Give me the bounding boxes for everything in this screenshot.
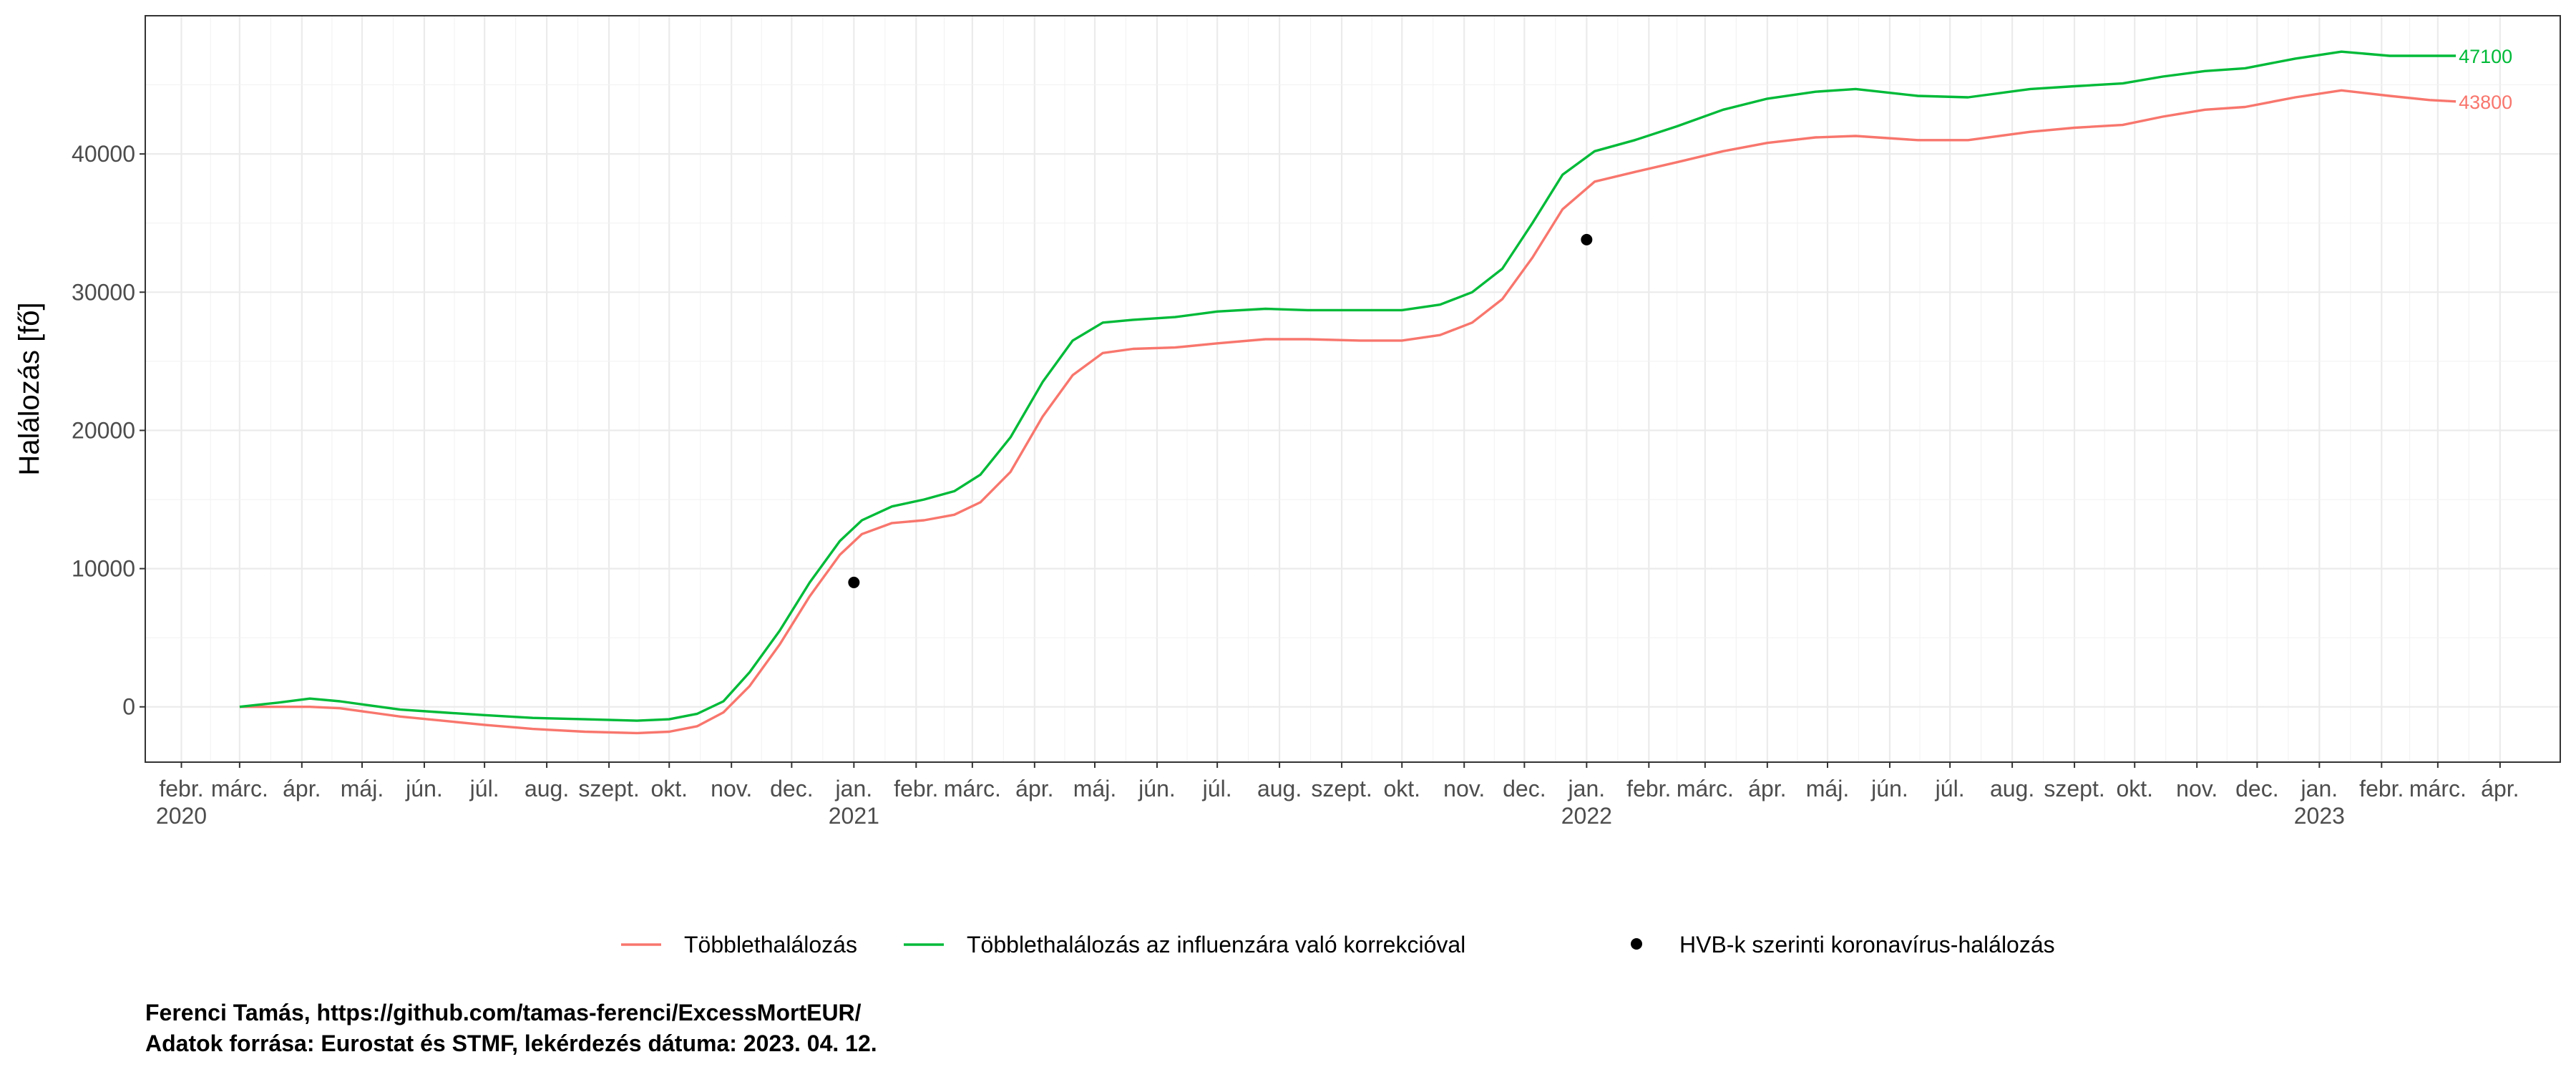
x-tick-label: júl. [1202,776,1232,801]
x-tick-label: dec. [2235,776,2278,801]
series-line-1 [239,89,2457,735]
legend-label-2: Többlethalálozás az influenzára való kor… [967,932,1465,957]
data-point [848,576,860,588]
data-point [1581,233,1593,245]
x-tick-year-label: 2020 [156,803,207,829]
x-tick-label: dec. [770,776,813,801]
x-tick-label: jan. [2301,776,2338,801]
x-tick-label: jún. [1138,776,1176,801]
x-tick-label: okt. [650,776,688,801]
series-end-label-1: 43800 [2459,92,2512,113]
y-tick-label: 10000 [72,556,135,582]
x-tick-label: márc. [211,776,268,801]
series-layer: 43800 47100 [239,46,2512,735]
x-tick-label: aug. [525,776,569,801]
panel-border [145,15,2561,763]
y-tick-label: 30000 [72,279,135,305]
x-tick-label: ápr. [1748,776,1786,801]
y-tick-label: 0 [122,694,135,720]
legend-label-1: Többlethalálozás [684,932,857,957]
x-tick-label: nov. [711,776,752,801]
x-tick-label: ápr. [1015,776,1053,801]
x-tick-label: nov. [2176,776,2218,801]
series-line-2 [239,50,2457,722]
y-tick-label: 20000 [72,417,135,443]
series-end-label-2: 47100 [2459,46,2512,67]
x-tick-label: szept. [578,776,639,801]
y-axis-label: Halálozás [fő] [14,302,45,475]
x-tick-year-label: 2023 [2294,803,2345,829]
x-tick-label: aug. [1990,776,2034,801]
x-tick-label: okt. [1383,776,1420,801]
legend-key-3 [1631,938,1642,950]
x-tick-label: aug. [1257,776,1302,801]
x-tick-label: okt. [2116,776,2153,801]
x-tick-label: ápr. [2481,776,2519,801]
x-tick-label: febr. [2359,776,2404,801]
x-tick-label: márc. [1677,776,1734,801]
x-tick-label: júl. [1935,776,1965,801]
y-axis: 0 10000 20000 30000 40000 [72,141,145,720]
x-tick-label: júl. [469,776,499,801]
x-tick-label: febr. [159,776,203,801]
x-tick-label: jan. [835,776,873,801]
x-tick-label: jan. [1568,776,1606,801]
x-tick-label: febr. [1626,776,1671,801]
x-tick-label: máj. [341,776,384,801]
grid [145,16,2560,762]
x-tick-label: márc. [2409,776,2467,801]
x-tick-label: jún. [405,776,443,801]
x-tick-label: febr. [894,776,938,801]
legend-label-3: HVB-k szerinti koronavírus-halálozás [1679,932,2055,957]
x-tick-label: máj. [1806,776,1849,801]
x-tick-year-label: 2022 [1561,803,1612,829]
legend: Többlethalálozás Többlethalálozás az infl… [621,932,2055,957]
x-tick-label: ápr. [283,776,321,801]
caption-line-2: Adatok forrása: Eurostat és STMF, lekérd… [145,1030,877,1056]
x-tick-label: jún. [1870,776,1908,801]
x-tick-label: szept. [1311,776,1372,801]
x-tick-label: máj. [1073,776,1116,801]
x-tick-label: szept. [2044,776,2104,801]
caption-line-1: Ferenci Tamás, https://github.com/tamas-… [145,1000,862,1025]
x-tick-year-label: 2021 [829,803,879,829]
x-tick-label: márc. [944,776,1001,801]
x-tick-label: nov. [1443,776,1485,801]
x-tick-label: dec. [1503,776,1546,801]
y-tick-label: 40000 [72,141,135,167]
